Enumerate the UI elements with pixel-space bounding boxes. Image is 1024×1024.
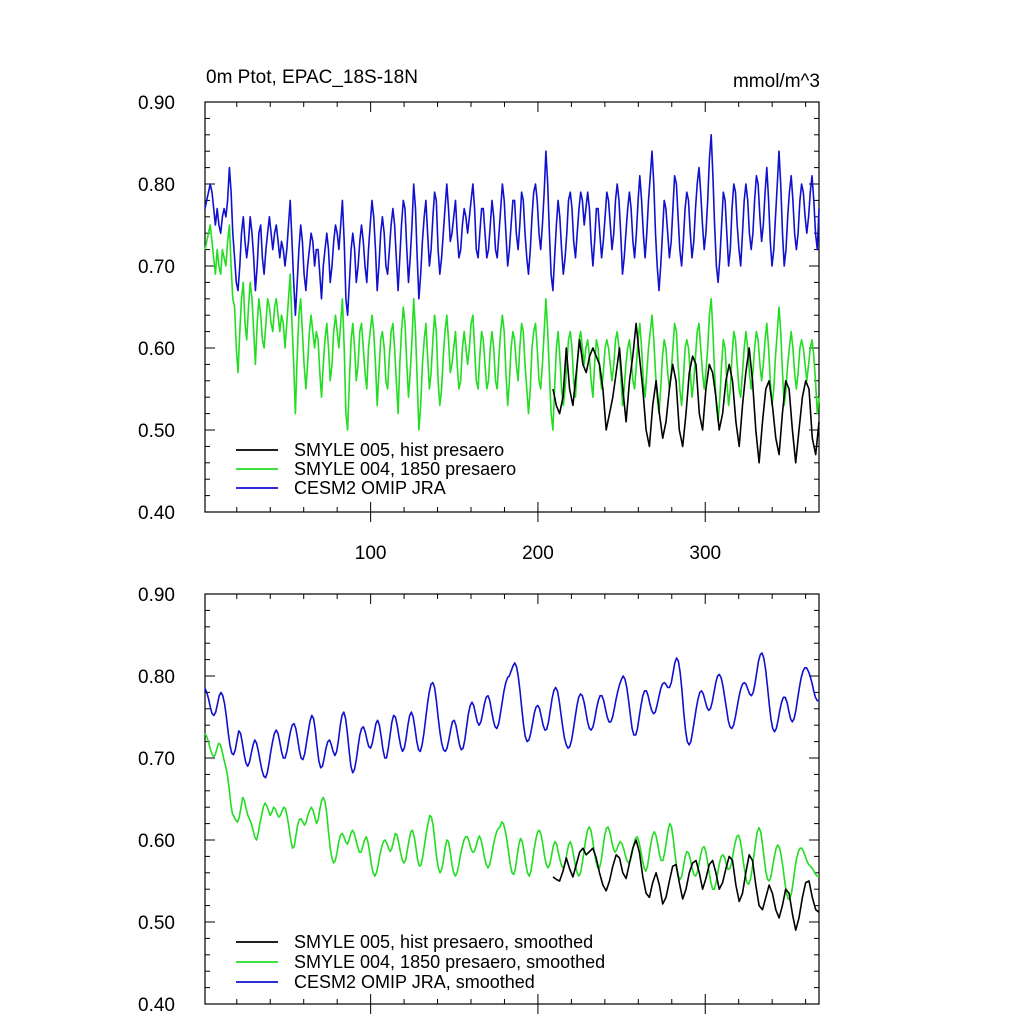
top-plot-frame (204, 101, 820, 513)
bottom-legend-label-1: SMYLE 004, 1850 presaero, smoothed (294, 952, 605, 972)
bottom-plot-frame (204, 593, 820, 1005)
bottom-legend-label-0: SMYLE 005, hist presaero, smoothed (294, 932, 593, 952)
top-legend-label-2: CESM2 OMIP JRA (294, 478, 446, 498)
bottom-series-line-1 (204, 733, 819, 900)
top-xtick-label: 300 (689, 543, 721, 564)
top-ytick-label: 0.60 (138, 339, 175, 360)
bottom-ytick-label: 0.70 (138, 749, 175, 770)
bottom-ytick-label: 0.40 (138, 995, 175, 1016)
top-series-line-2 (204, 134, 820, 317)
bottom-ytick-label: 0.90 (138, 585, 175, 606)
bottom-ytick-label: 0.60 (138, 831, 175, 852)
top-panel: 0.40 0.50 0.60 0.70 0.80 0.90 100 200 300 SMYLE 0… (138, 93, 820, 564)
top-xtick-label: 100 (355, 543, 387, 564)
bottom-ytick-label: 0.50 (138, 913, 175, 934)
top-series-line-0 (552, 322, 820, 464)
top-series-line-1 (204, 224, 820, 431)
top-xtick-label: 200 (522, 543, 554, 564)
top-ytick-label: 0.40 (138, 503, 175, 524)
bottom-series-line-2 (204, 652, 819, 779)
top-ytick-label: 0.70 (138, 257, 175, 278)
top-ytick-label: 0.90 (138, 93, 175, 114)
top-panel-title: 0m Ptot, EPAC_18S-18N (206, 67, 418, 88)
bottom-series-line-0 (552, 839, 820, 932)
top-ytick-label: 0.50 (138, 421, 175, 442)
top-ytick-label: 0.80 (138, 175, 175, 196)
bottom-legend-label-2: CESM2 OMIP JRA, smoothed (294, 972, 535, 992)
bottom-panel: 0.40 0.50 0.60 0.70 0.80 0.90 SMYLE 005, hist … (138, 585, 820, 1016)
bottom-ytick-label: 0.80 (138, 667, 175, 688)
top-panel-units: mmol/m^3 (733, 71, 820, 92)
top-legend-label-0: SMYLE 005, hist presaero (294, 440, 504, 460)
top-legend-label-1: SMYLE 004, 1850 presaero (294, 459, 516, 479)
